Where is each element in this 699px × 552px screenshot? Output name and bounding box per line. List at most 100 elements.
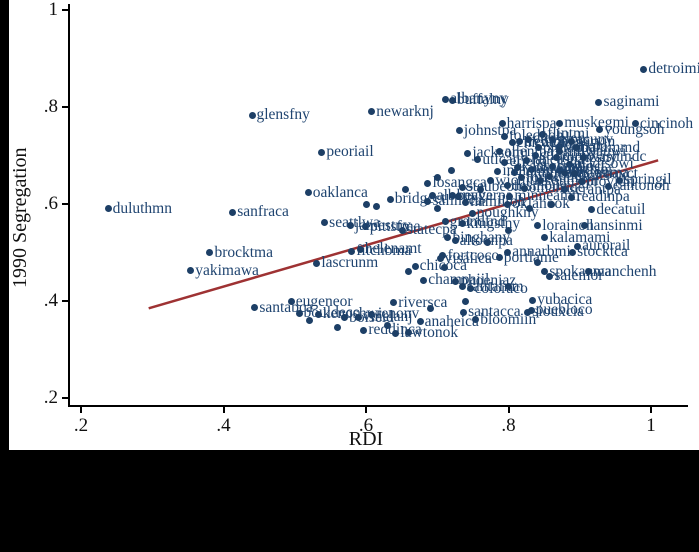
- data-point: [229, 208, 237, 216]
- data-point: [553, 154, 561, 162]
- data-point: [537, 177, 545, 185]
- point-label: lawtonok: [400, 324, 459, 341]
- data-point: [483, 239, 491, 247]
- point-label: riversca: [398, 293, 448, 311]
- data-point: [574, 242, 582, 250]
- data-point: [616, 176, 624, 184]
- data-point: [468, 209, 476, 217]
- data-point: [546, 272, 554, 280]
- point-label: binghany: [452, 228, 511, 246]
- point-label: lascrunm: [321, 254, 379, 272]
- data-point: [361, 223, 369, 231]
- data-point: [547, 200, 555, 208]
- data-point: [346, 222, 354, 230]
- data-point: [462, 198, 470, 206]
- x-tick-label: .2: [73, 415, 89, 436]
- data-point: [596, 126, 604, 134]
- data-point: [556, 148, 564, 156]
- point-label: sanfraca: [237, 203, 289, 221]
- data-point: [501, 158, 509, 166]
- data-point: [527, 306, 535, 314]
- y-tick-label: .8: [43, 96, 58, 117]
- data-point: [405, 268, 413, 276]
- point-label: stocktca: [577, 243, 628, 260]
- data-point: [356, 245, 364, 253]
- point-label: washindc: [587, 148, 647, 166]
- y-tick: [62, 9, 68, 11]
- x-tick-label: 1: [646, 415, 656, 436]
- point-label: salinaca: [432, 192, 483, 210]
- point-label: peoriail: [326, 143, 374, 161]
- point-label: seattlwa: [329, 213, 380, 231]
- data-point: [569, 248, 577, 256]
- point-label: saginami: [603, 93, 660, 111]
- data-point: [474, 156, 482, 164]
- point-label: yakimawa: [195, 261, 259, 279]
- data-point: [526, 205, 534, 213]
- data-point: [295, 309, 303, 317]
- data-point: [206, 249, 214, 257]
- point-label: rochesny: [561, 148, 618, 166]
- point-label: kalamami: [549, 228, 611, 246]
- data-point: [505, 282, 512, 290]
- data-point: [503, 182, 511, 190]
- data-point: [458, 183, 466, 191]
- point-label: oaklanca: [312, 183, 368, 201]
- data-point: [487, 177, 495, 185]
- y-axis-title: 1990 Segregation: [9, 147, 31, 289]
- point-label: coloraco: [474, 279, 528, 297]
- point-label: yubacica: [537, 291, 593, 309]
- point-label: beaverpa: [456, 186, 513, 204]
- y-tick-label: 1: [48, 0, 59, 20]
- data-point: [444, 234, 452, 242]
- data-point: [524, 308, 532, 316]
- point-label: jamestny: [354, 216, 411, 234]
- data-point: [561, 186, 569, 194]
- point-label: newarknj: [376, 102, 434, 120]
- point-label: bridgect: [394, 190, 446, 208]
- point-label: lorainoh: [542, 216, 594, 234]
- data-point: [522, 156, 530, 164]
- x-tick: [222, 407, 225, 413]
- data-point: [581, 222, 589, 230]
- data-point: [524, 135, 532, 143]
- data-point: [498, 120, 506, 128]
- data-point: [496, 148, 504, 156]
- point-label: muskegmi: [564, 114, 629, 131]
- data-point: [567, 138, 575, 146]
- point-label: cantonoh: [612, 177, 670, 195]
- y-tick: [62, 397, 68, 399]
- point-label: statecpa: [406, 221, 457, 239]
- point-label: harrispa: [506, 114, 557, 132]
- point-label: scrantpa: [569, 180, 621, 198]
- data-point: [464, 149, 472, 157]
- data-point: [472, 316, 480, 324]
- data-point: [441, 218, 449, 226]
- point-label: springil: [624, 171, 672, 189]
- data-point: [390, 299, 398, 307]
- data-point: [433, 173, 441, 181]
- point-label: pittsfma: [369, 217, 421, 235]
- data-point: [448, 96, 456, 104]
- point-label: boiseid: [349, 308, 394, 326]
- data-point: [392, 329, 400, 337]
- data-point: [455, 193, 463, 201]
- data-point: [341, 314, 349, 322]
- data-point: [305, 316, 313, 324]
- point-label: duluthmn: [112, 199, 172, 217]
- data-point: [504, 200, 512, 208]
- point-label: manchenh: [592, 262, 657, 280]
- data-point: [462, 297, 470, 305]
- data-point: [541, 268, 549, 276]
- point-label: minneamn: [514, 187, 580, 205]
- data-point: [546, 172, 554, 180]
- x-tick: [507, 407, 510, 413]
- point-label: spokanwa: [549, 262, 612, 280]
- point-label: buffalny: [456, 91, 509, 109]
- data-point: [451, 237, 459, 245]
- data-point: [362, 200, 370, 208]
- point-label: fortcoco: [447, 246, 500, 264]
- x-tick: [365, 407, 367, 413]
- data-point: [428, 192, 436, 200]
